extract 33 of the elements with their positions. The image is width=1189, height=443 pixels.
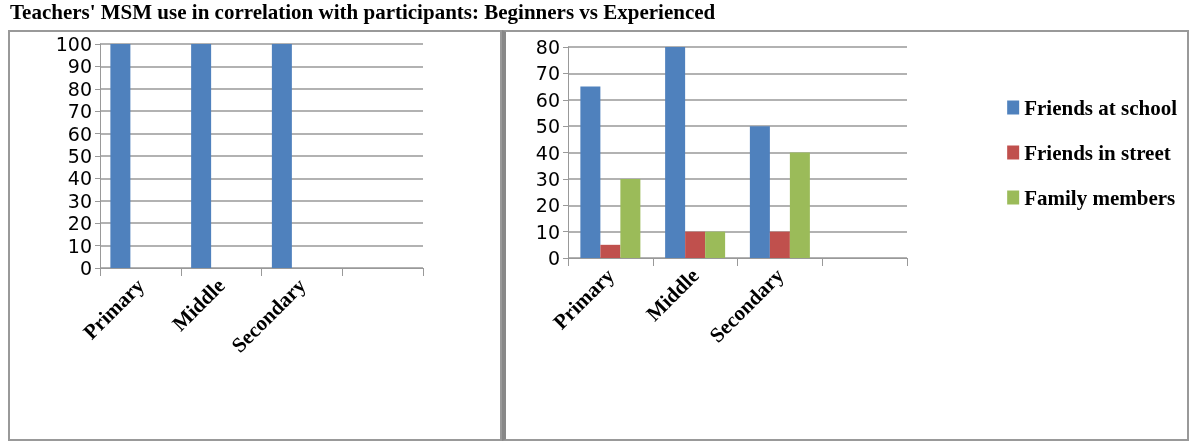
y-tick-label: 40	[535, 141, 560, 164]
y-tick-label: 50	[535, 115, 560, 138]
y-tick-label: 10	[67, 234, 92, 257]
y-tick-label: 40	[67, 167, 92, 190]
y-tick-label: 0	[79, 257, 92, 279]
y-tick-label: 30	[535, 167, 560, 190]
y-tick-label: 80	[67, 77, 92, 100]
bar	[665, 47, 686, 258]
y-tick-label: 30	[67, 189, 92, 212]
y-tick-label: 20	[535, 194, 560, 217]
bar	[580, 86, 601, 258]
y-tick-label: 0	[547, 247, 560, 269]
y-tick-label: 20	[67, 212, 92, 235]
bar	[769, 231, 790, 258]
legend-label: Friends in street	[1024, 140, 1171, 165]
y-tick-label: 60	[67, 122, 92, 145]
y-tick-label: 10	[535, 220, 560, 243]
legend-label: Family members	[1024, 185, 1176, 210]
y-tick-label: 60	[535, 88, 560, 111]
y-tick-label: 90	[67, 55, 92, 78]
bar	[749, 126, 770, 258]
y-tick-label: 70	[67, 100, 92, 123]
y-tick-label: 100	[55, 33, 92, 55]
bar	[620, 178, 641, 258]
bar	[789, 152, 810, 258]
y-tick-label: 70	[535, 62, 560, 85]
legend-label: Friends at school	[1024, 95, 1178, 120]
bar	[600, 244, 621, 258]
y-tick-label: 80	[535, 36, 560, 58]
y-tick-label: 50	[67, 145, 92, 167]
bar	[685, 231, 706, 258]
bar	[705, 231, 726, 258]
chart-title: Teachers' MSM use in correlation with participants: Beginners vs Experienced	[10, 0, 716, 25]
